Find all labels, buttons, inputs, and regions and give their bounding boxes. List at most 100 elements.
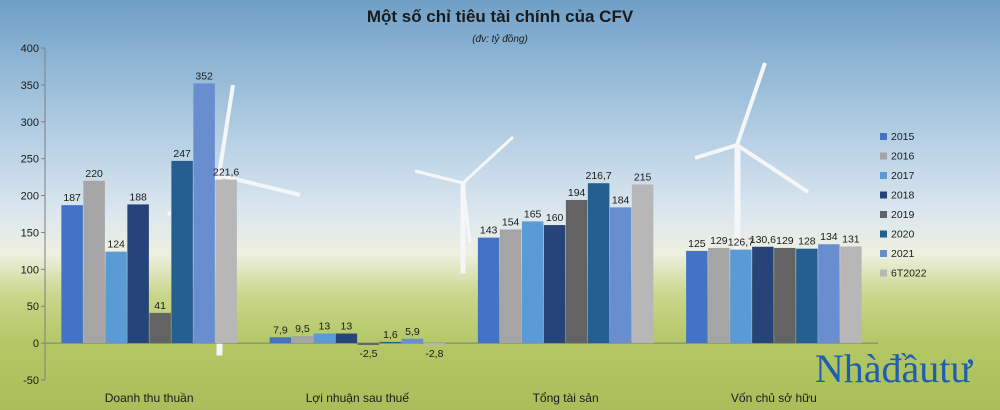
bar (149, 312, 171, 344)
category-label: Lợi nhuận sau thuế (306, 391, 410, 405)
chart-title-group: Một số chỉ tiêu tài chính của CFV (đv: t… (367, 7, 634, 45)
category-label: Vốn chủ sở hữu (731, 391, 817, 405)
watermark-logo: Nhàđầutư (815, 346, 974, 391)
data-label: 143 (480, 225, 498, 237)
y-tick-label: 200 (21, 191, 39, 203)
bar (477, 237, 500, 344)
data-label: 5,9 (405, 326, 420, 338)
legend-swatch (880, 172, 887, 179)
legend-label: 2017 (891, 170, 915, 182)
legend-label: 2018 (891, 190, 915, 202)
data-label: -2,5 (359, 348, 377, 360)
bar (335, 333, 358, 344)
chart-subtitle: (đv: tỷ đồng) (472, 33, 528, 45)
y-tick-label: -50 (23, 375, 39, 387)
legend: 2015 2016 2017 2018 2019 2020 2021 6T2022 (880, 131, 927, 280)
data-label: 352 (195, 70, 213, 82)
bar (730, 249, 752, 344)
y-tick-label: 150 (21, 227, 39, 239)
data-label: 187 (63, 192, 81, 204)
legend-swatch (880, 230, 887, 238)
legend-swatch (880, 250, 887, 257)
legend-label: 6T2022 (891, 268, 927, 280)
y-tick-label: 300 (21, 117, 39, 129)
bar (357, 343, 380, 345)
data-label: 165 (524, 208, 542, 220)
bar (401, 338, 424, 344)
data-label: 184 (612, 194, 630, 206)
data-label: 188 (129, 191, 147, 203)
data-label: 129 (710, 235, 728, 247)
bar (193, 83, 215, 344)
data-label: 128 (798, 236, 816, 248)
y-tick-label: 250 (21, 154, 39, 166)
category-label: Tổng tài sản (533, 391, 599, 405)
data-label: 215 (634, 171, 652, 183)
bar (423, 343, 446, 346)
y-tick-label: 50 (27, 301, 39, 313)
bar (708, 247, 730, 344)
bars-group (61, 83, 862, 346)
bar (499, 229, 522, 344)
bar (313, 333, 336, 344)
bar (587, 183, 610, 344)
data-label: 220 (85, 168, 103, 180)
bar (609, 207, 632, 344)
legend-swatch (880, 191, 887, 199)
data-label: 41 (154, 300, 166, 312)
bar (127, 204, 149, 344)
bar (171, 160, 193, 344)
data-label: 221,6 (213, 167, 239, 179)
bar (215, 179, 237, 344)
bar (269, 337, 292, 344)
wind-turbine-2-icon (414, 135, 515, 274)
data-label: 160 (546, 212, 564, 224)
data-label: 7,9 (273, 324, 288, 336)
bar (291, 336, 314, 344)
bar (774, 247, 796, 344)
legend-label: 2021 (891, 248, 915, 260)
data-label: 131 (842, 233, 860, 245)
legend-label: 2016 (891, 151, 915, 163)
bar (840, 246, 862, 344)
data-label: 129 (776, 235, 794, 247)
chart-title: Một số chỉ tiêu tài chính của CFV (367, 7, 634, 26)
data-label: 124 (107, 239, 125, 251)
bar (686, 250, 708, 344)
wind-turbine-3-icon (694, 62, 810, 276)
data-label: 134 (820, 231, 838, 243)
category-label: Doanh thu thuần (105, 391, 194, 405)
legend-swatch (880, 152, 887, 160)
data-label: 13 (319, 321, 331, 333)
bar (543, 225, 566, 344)
bar (752, 246, 774, 344)
data-label: 194 (568, 187, 586, 199)
bar (83, 180, 105, 344)
bar (105, 251, 127, 344)
legend-label: 2020 (891, 229, 915, 241)
bar (631, 184, 654, 344)
data-labels-group: 187 220 124 188 41 247 352 221,6 7,9 9,5 13 13 -2,5 1… (63, 70, 859, 360)
y-tick-label: 400 (21, 43, 39, 55)
legend-swatch (880, 133, 887, 140)
data-label: 125 (688, 238, 706, 250)
bar (818, 244, 840, 344)
data-label: 1,6 (383, 329, 398, 341)
y-tick-label: 0 (33, 338, 39, 350)
y-tick-label: 100 (21, 264, 39, 276)
data-label: 13 (341, 321, 353, 333)
data-label: 126,7 (728, 237, 754, 249)
data-label: 130,6 (750, 234, 776, 246)
legend-label: 2019 (891, 209, 915, 221)
category-labels-group: Doanh thu thuần Lợi nhuận sau thuế Tổng tà… (105, 391, 817, 405)
bar (565, 199, 588, 344)
legend-swatch (880, 269, 887, 277)
data-label: 216,7 (585, 170, 611, 182)
legend-swatch (880, 211, 887, 218)
data-label: 247 (173, 148, 191, 160)
y-tick-label: 350 (21, 80, 39, 92)
bar (796, 248, 818, 344)
data-label: 9,5 (295, 323, 310, 335)
